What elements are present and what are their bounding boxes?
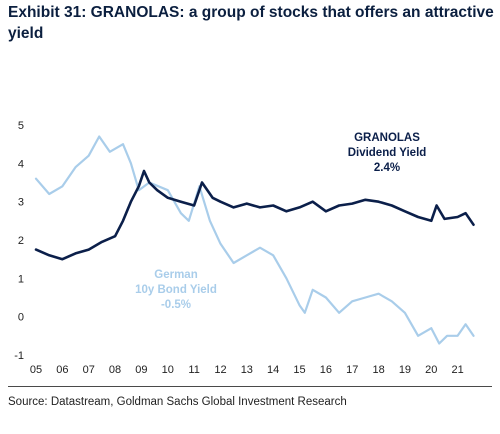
series-layer [34, 135, 475, 345]
x-tick-label: 15 [293, 364, 305, 376]
granolas-annotation-line3: 2.4% [374, 162, 400, 174]
chart-title: Exhibit 31: GRANOLAS: a group of stocks … [8, 4, 494, 42]
y-axis-ticks: -1 0 1 2 3 4 5 [14, 120, 24, 362]
y-tick-label: 5 [18, 120, 24, 132]
bund-annotation-line1: German [154, 269, 197, 281]
x-tick-label: 05 [30, 364, 42, 376]
source-note: Source: Datastream, Goldman Sachs Global… [8, 396, 347, 408]
x-tick-label: 08 [109, 364, 121, 376]
x-tick-label: 17 [346, 364, 358, 376]
y-tick-label: 1 [18, 273, 24, 285]
x-tick-label: 09 [135, 364, 147, 376]
x-tick-label: 14 [267, 364, 279, 376]
granolas-annotation-line1: GRANOLAS [354, 132, 420, 144]
y-tick-label: 3 [18, 197, 24, 209]
x-tick-label: 19 [399, 364, 411, 376]
bund-series-line [34, 135, 475, 345]
y-tick-label: 0 [18, 312, 24, 324]
x-tick-label: 07 [83, 364, 95, 376]
x-tick-label: 13 [241, 364, 253, 376]
y-tick-label: 4 [18, 158, 24, 170]
y-tick-label: -1 [14, 350, 24, 362]
y-tick-label: 2 [18, 235, 24, 247]
x-tick-label: 20 [425, 364, 437, 376]
bund-annotation-line3: -0.5% [161, 299, 191, 311]
footer-divider [8, 386, 492, 387]
x-axis-ticks: 05 06 07 08 09 10 11 12 13 14 15 16 17 18 19 20 21 [30, 364, 464, 376]
x-tick-label: 06 [56, 364, 68, 376]
granolas-series-line [34, 169, 475, 261]
x-tick-label: 12 [214, 364, 226, 376]
x-tick-label: 18 [372, 364, 384, 376]
bund-annotation-line2: 10y Bond Yield [135, 284, 217, 296]
granolas-annotation-line2: Dividend Yield [348, 147, 427, 159]
x-tick-label: 16 [320, 364, 332, 376]
x-tick-label: 10 [162, 364, 174, 376]
x-tick-label: 11 [188, 364, 199, 376]
x-tick-label: 21 [452, 364, 464, 376]
